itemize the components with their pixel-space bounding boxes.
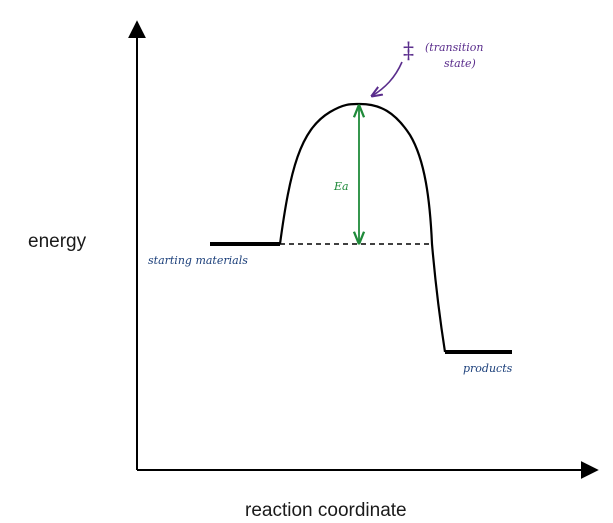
energy-curve xyxy=(278,102,447,353)
x-axis-label: reaction coordinate xyxy=(245,500,407,521)
activation-energy-label: Ea xyxy=(333,180,349,193)
y-axis-label: energy xyxy=(28,231,87,252)
products-label: products xyxy=(463,362,513,375)
transition-state-label-line1: (transition xyxy=(425,41,483,54)
starting-materials-label: starting materials xyxy=(148,254,248,267)
transition-state-symbol: ‡ xyxy=(403,39,414,64)
transition-state-label-line2: state) xyxy=(444,57,476,70)
transition-state-pointer xyxy=(372,61,403,96)
